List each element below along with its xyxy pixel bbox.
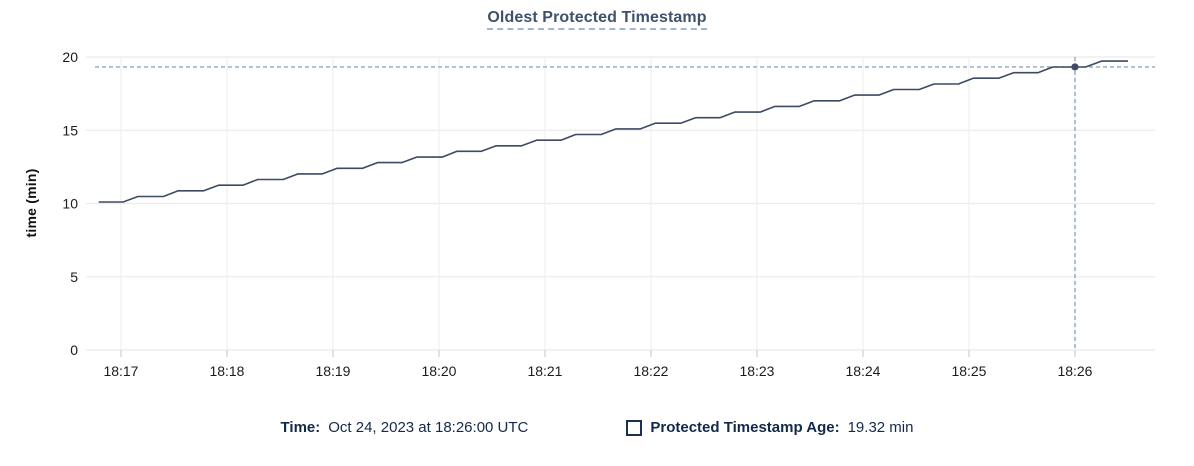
legend-time-value: Oct 24, 2023 at 18:26:00 UTC	[328, 419, 529, 436]
y-tick-label: 20	[62, 49, 78, 65]
chart-plot-area[interactable]: 0 5 10 15 20 18:17 18:18 18:19 18:20 18:21 18:22 18…	[0, 0, 1194, 405]
legend-series-label: Protected Timestamp Age:	[650, 419, 840, 436]
y-tick-label: 10	[62, 196, 78, 212]
legend-time-label: Time:	[280, 419, 321, 436]
x-tick-label: 18:22	[633, 363, 668, 379]
chart-legend: Time: Oct 24, 2023 at 18:26:00 UTC Prote…	[0, 419, 1194, 436]
y-tick-label: 15	[62, 122, 78, 138]
series-toggle-checkbox[interactable]	[626, 419, 643, 436]
x-tick-label: 18:23	[739, 363, 774, 379]
hover-point-marker	[1071, 63, 1079, 71]
x-tick-label: 18:24	[845, 363, 880, 379]
x-tick-label: 18:17	[103, 363, 138, 379]
y-tick-label: 5	[70, 269, 78, 285]
x-tick-label: 18:26	[1057, 363, 1092, 379]
series-line-protected-timestamp-age	[98, 60, 1128, 203]
x-tick-label: 18:18	[209, 363, 244, 379]
x-tick-label: 18:19	[315, 363, 350, 379]
chart-header: Oldest Protected Timestamp	[0, 9, 1194, 30]
legend-time: Time: Oct 24, 2023 at 18:26:00 UTC	[281, 419, 529, 436]
chart-title[interactable]: Oldest Protected Timestamp	[487, 9, 707, 30]
y-tick-label: 0	[70, 342, 78, 358]
x-tick-label: 18:25	[951, 363, 986, 379]
legend-series-value: 19.32 min	[847, 419, 914, 436]
x-tick-label: 18:20	[421, 363, 456, 379]
x-tick-label: 18:21	[527, 363, 562, 379]
legend-series: Protected Timestamp Age: 19.32 min	[626, 419, 913, 436]
y-axis-label: time (min)	[23, 168, 39, 238]
